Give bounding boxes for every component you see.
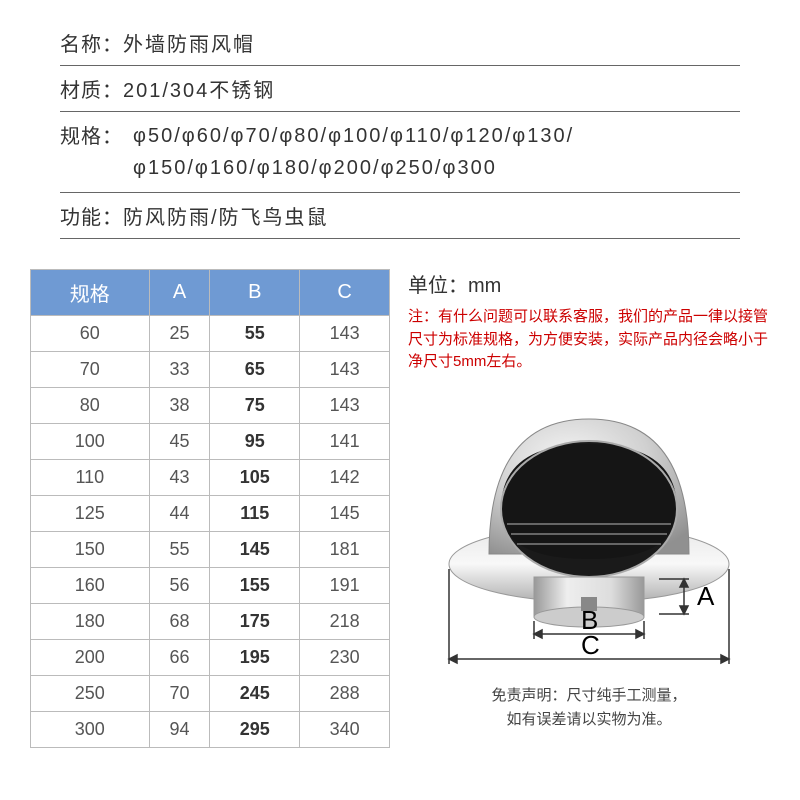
table-header: 规格 [31, 270, 150, 316]
table-cell: 300 [31, 712, 150, 748]
spec-table-wrap: 规格ABC 6025551437033651438038751431004595… [30, 269, 390, 748]
table-cell: 95 [210, 424, 300, 460]
table-cell: 55 [149, 532, 210, 568]
table-cell: 143 [300, 316, 390, 352]
table-cell: 80 [31, 388, 150, 424]
table-cell: 150 [31, 532, 150, 568]
table-row: 30094295340 [31, 712, 390, 748]
table-cell: 65 [210, 352, 300, 388]
table-row: 703365143 [31, 352, 390, 388]
table-row: 25070245288 [31, 676, 390, 712]
info-value: 外墙防雨风帽 [123, 28, 255, 57]
table-cell: 70 [31, 352, 150, 388]
table-cell: 100 [31, 424, 150, 460]
table-header: B [210, 270, 300, 316]
table-cell: 295 [210, 712, 300, 748]
table-cell: 38 [149, 388, 210, 424]
dim-label-a: A [697, 581, 715, 611]
right-column: 单位：mm 注：有什么问题可以联系客服，我们的产品一律以接管尺寸为标准规格，为方… [408, 269, 770, 748]
table-cell: 160 [31, 568, 150, 604]
table-cell: 115 [210, 496, 300, 532]
table-cell: 175 [210, 604, 300, 640]
unit-label: 单位：mm [408, 269, 770, 298]
info-row-name: 名称： 外墙防雨风帽 [60, 20, 740, 66]
table-cell: 110 [31, 460, 150, 496]
table-cell: 141 [300, 424, 390, 460]
disclaimer-line1: 免责声明：尺寸纯手工测量， [408, 684, 770, 708]
table-cell: 143 [300, 352, 390, 388]
table-cell: 145 [300, 496, 390, 532]
info-label: 功能： [60, 201, 123, 230]
table-cell: 55 [210, 316, 300, 352]
table-cell: 56 [149, 568, 210, 604]
table-row: 12544115145 [31, 496, 390, 532]
table-row: 602555143 [31, 316, 390, 352]
table-cell: 66 [149, 640, 210, 676]
info-row-function: 功能： 防风防雨/防飞鸟虫鼠 [60, 193, 740, 239]
table-cell: 180 [31, 604, 150, 640]
table-cell: 145 [210, 532, 300, 568]
table-cell: 218 [300, 604, 390, 640]
table-cell: 191 [300, 568, 390, 604]
table-cell: 155 [210, 568, 300, 604]
info-label: 材质： [60, 74, 123, 103]
product-info: 名称： 外墙防雨风帽 材质： 201/304不锈钢 规格： φ50/φ60/φ7… [30, 20, 770, 249]
table-cell: 142 [300, 460, 390, 496]
table-cell: 44 [149, 496, 210, 532]
table-row: 20066195230 [31, 640, 390, 676]
table-cell: 45 [149, 424, 210, 460]
table-cell: 43 [149, 460, 210, 496]
disclaimer-line2: 如有误差请以实物为准。 [408, 708, 770, 732]
table-row: 803875143 [31, 388, 390, 424]
table-row: 18068175218 [31, 604, 390, 640]
table-cell: 250 [31, 676, 150, 712]
spec-table: 规格ABC 6025551437033651438038751431004595… [30, 269, 390, 748]
table-cell: 125 [31, 496, 150, 532]
table-cell: 200 [31, 640, 150, 676]
product-diagram: A B C [429, 389, 749, 669]
table-row: 11043105142 [31, 460, 390, 496]
table-header: C [300, 270, 390, 316]
info-label: 名称： [60, 28, 123, 57]
table-row: 15055145181 [31, 532, 390, 568]
dim-label-c: C [581, 630, 600, 660]
table-cell: 181 [300, 532, 390, 568]
table-cell: 60 [31, 316, 150, 352]
info-label: 规格： [60, 120, 123, 149]
table-cell: 245 [210, 676, 300, 712]
table-cell: 195 [210, 640, 300, 676]
table-cell: 288 [300, 676, 390, 712]
info-value: 防风防雨/防飞鸟虫鼠 [123, 201, 329, 230]
table-cell: 340 [300, 712, 390, 748]
table-cell: 230 [300, 640, 390, 676]
table-cell: 33 [149, 352, 210, 388]
info-value: 201/304不锈钢 [123, 74, 275, 103]
table-cell: 105 [210, 460, 300, 496]
disclaimer: 免责声明：尺寸纯手工测量， 如有误差请以实物为准。 [408, 684, 770, 732]
table-cell: 94 [149, 712, 210, 748]
table-header: A [149, 270, 210, 316]
table-cell: 25 [149, 316, 210, 352]
table-cell: 68 [149, 604, 210, 640]
table-row: 1004595141 [31, 424, 390, 460]
table-row: 16056155191 [31, 568, 390, 604]
info-row-material: 材质： 201/304不锈钢 [60, 66, 740, 112]
note-text: 注：有什么问题可以联系客服，我们的产品一律以接管尺寸为标准规格，为方便安装，实际… [408, 306, 770, 374]
info-row-spec: 规格： φ50/φ60/φ70/φ80/φ100/φ110/φ120/φ130/… [60, 112, 740, 193]
table-cell: 75 [210, 388, 300, 424]
table-cell: 70 [149, 676, 210, 712]
table-cell: 143 [300, 388, 390, 424]
info-value: φ50/φ60/φ70/φ80/φ100/φ110/φ120/φ130/φ150… [123, 120, 574, 184]
